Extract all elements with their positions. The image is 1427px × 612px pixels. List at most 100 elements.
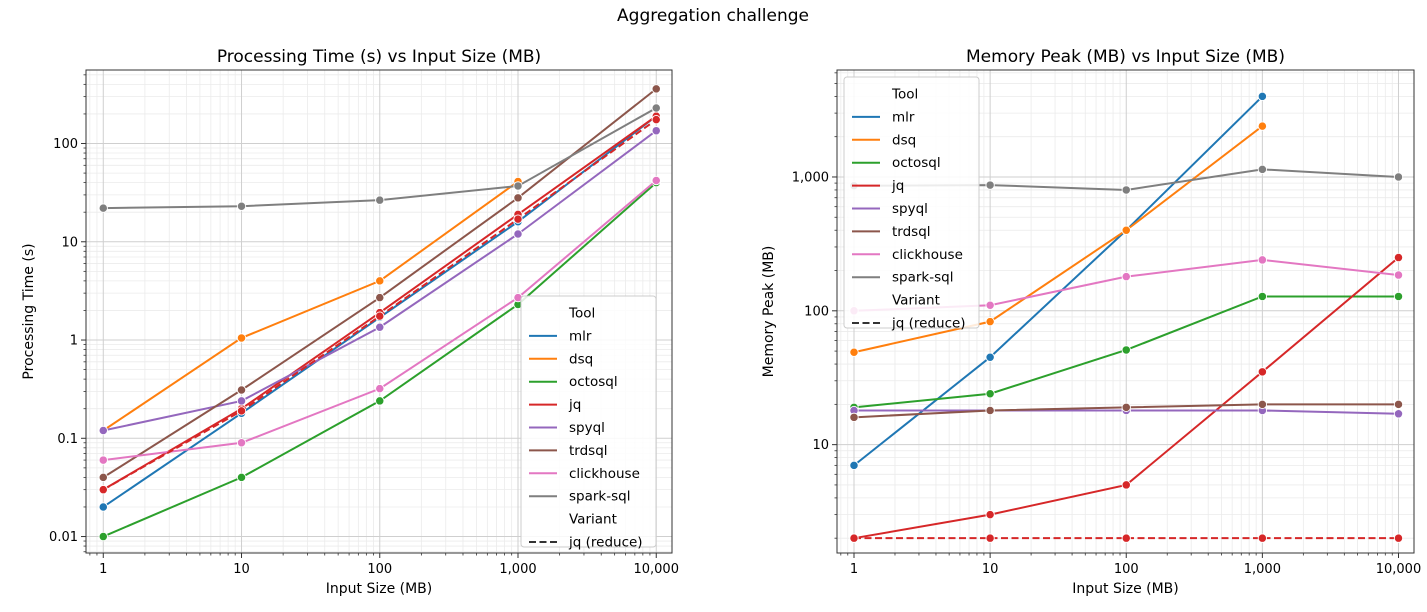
legend-label: spyql <box>892 201 928 217</box>
data-point <box>1393 399 1404 410</box>
data-point <box>1257 255 1268 265</box>
data-point <box>849 533 859 543</box>
legend-label: spark-sql <box>892 270 953 286</box>
data-point <box>651 84 661 94</box>
axes-frame <box>85 69 673 554</box>
data-point <box>236 333 247 343</box>
data-point <box>1393 533 1404 543</box>
data-point <box>236 438 247 448</box>
data-point <box>1257 121 1268 131</box>
data-point <box>1257 367 1268 377</box>
legend-label: jq (reduce) <box>891 316 966 332</box>
data-point <box>985 316 995 327</box>
data-point <box>98 425 108 436</box>
data-point <box>236 201 247 211</box>
x-tick-label: 100 <box>1114 562 1139 577</box>
legend-label: clickhouse <box>892 247 963 263</box>
legend-label: clickhouse <box>569 466 640 482</box>
chart-title: Processing Time (s) vs Input Size (MB) <box>217 47 541 67</box>
x-tick-label: 10 <box>982 562 999 577</box>
series-trdsql <box>849 399 1404 422</box>
legend-title-variant: Variant <box>569 512 617 528</box>
series-jq-reduce- <box>849 533 1404 543</box>
data-point <box>651 114 661 125</box>
y-tick-label: 1 <box>70 334 78 349</box>
data-point <box>1121 345 1131 355</box>
legend: Tool mlr dsq octosql jq spyql trdsql clickhouse… <box>520 295 657 551</box>
data-point <box>849 412 859 422</box>
series-octosql <box>98 177 661 542</box>
data-point <box>1257 164 1268 175</box>
chart-title: Memory Peak (MB) vs Input Size (MB) <box>966 47 1285 67</box>
series-line <box>853 125 1263 354</box>
data-point <box>1257 91 1268 102</box>
data-point <box>375 195 385 205</box>
legend-label: spyql <box>569 420 605 436</box>
series-jq-reduce- <box>98 114 661 495</box>
data-point <box>1121 271 1131 282</box>
legend-label: dsq <box>892 132 916 148</box>
data-point <box>236 385 247 395</box>
y-tick-label: 0.01 <box>49 530 78 545</box>
y-tick-label: 100 <box>53 137 78 152</box>
data-point <box>1121 185 1131 195</box>
data-point <box>651 103 661 113</box>
data-point <box>375 311 385 321</box>
legend-label: octosql <box>569 374 618 390</box>
x-tick-label: 1,000 <box>1244 562 1281 577</box>
x-tick-label: 100 <box>367 562 392 577</box>
series-trdsql <box>98 84 661 483</box>
y-tick-label: 10 <box>812 438 829 453</box>
data-point <box>98 485 108 495</box>
x-tick-label: 10,000 <box>1376 562 1422 577</box>
data-point <box>98 455 108 465</box>
data-point <box>375 396 385 406</box>
series-spark-sql <box>98 103 661 213</box>
series-dsq <box>98 176 523 436</box>
data-point <box>375 276 385 286</box>
data-point <box>236 396 247 406</box>
legend-title-tool: Tool <box>568 306 595 322</box>
data-point <box>985 180 995 190</box>
y-tick-label: 100 <box>804 304 829 319</box>
data-point <box>1257 291 1268 302</box>
data-point <box>985 300 995 310</box>
legend-label: trdsql <box>892 224 931 240</box>
data-point <box>1393 252 1404 263</box>
legend-label: mlr <box>569 328 592 344</box>
legend-label: octosql <box>892 155 941 171</box>
y-tick-label: 10 <box>61 235 78 250</box>
y-tick-label: 1,000 <box>792 170 829 185</box>
legend-label: jq <box>891 178 904 194</box>
data-point <box>985 389 995 399</box>
data-point <box>1393 172 1404 182</box>
data-point <box>98 203 108 213</box>
data-point <box>98 531 108 542</box>
data-point <box>1257 399 1268 410</box>
series-line <box>102 180 519 432</box>
data-point <box>1121 225 1131 235</box>
data-point <box>375 322 385 332</box>
data-point <box>98 502 108 512</box>
legend-label: spark-sql <box>569 489 630 505</box>
data-point <box>1393 409 1404 419</box>
x-tick-label: 1 <box>99 562 107 577</box>
legend: Tool mlr dsq octosql jq spyql trdsql clickhouse… <box>843 76 980 332</box>
memory-peak-chart: 1 10 100 1,000 10,000 10 100 1,000 Memory Peak (… <box>761 47 1421 597</box>
data-point <box>1257 533 1268 543</box>
legend-label: jq <box>568 397 581 413</box>
data-point <box>651 126 661 136</box>
data-point <box>375 384 385 394</box>
data-point <box>1393 270 1404 280</box>
data-point <box>849 460 859 471</box>
data-point <box>985 352 995 362</box>
legend-label: trdsql <box>569 443 608 459</box>
data-point <box>985 533 995 543</box>
x-tick-label: 10,000 <box>633 562 679 577</box>
series-octosql <box>849 291 1404 412</box>
data-point <box>513 229 523 239</box>
series-clickhouse <box>98 175 661 465</box>
processing-time-chart: 1 10 100 1,000 10,000 0.01 0.1 1 10 100 Processing… <box>21 47 679 597</box>
legend-title-variant: Variant <box>892 293 940 309</box>
